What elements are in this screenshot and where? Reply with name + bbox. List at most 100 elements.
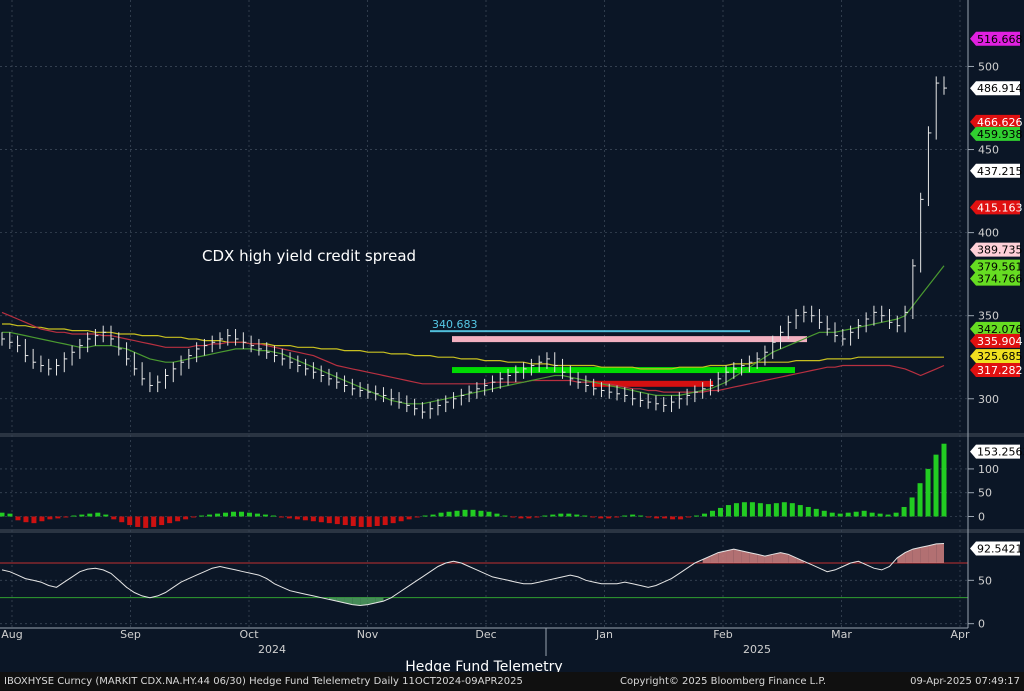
month-label: Mar — [831, 628, 852, 641]
histogram-bar — [414, 516, 420, 518]
overbought-fill — [897, 552, 906, 563]
histogram-bar — [638, 515, 644, 517]
histogram-bar — [646, 516, 652, 518]
histogram-bar — [246, 512, 252, 517]
y-tick-label: 0 — [978, 618, 985, 631]
histogram-bar — [558, 513, 564, 517]
overbought-fill — [757, 554, 765, 563]
histogram-bar — [294, 516, 300, 520]
oscillator-line — [1, 543, 945, 607]
overbought-fill — [772, 552, 781, 563]
histogram-value-tag-bg — [970, 444, 1020, 459]
histogram-bar — [662, 516, 668, 519]
overbought-fill — [936, 543, 944, 563]
histogram-bar — [39, 516, 45, 522]
histogram-bar — [526, 516, 532, 519]
histogram-bar — [430, 514, 436, 517]
price-value-tag: 325.685 — [977, 350, 1023, 363]
level-line — [592, 380, 713, 387]
histogram-bar — [390, 516, 396, 524]
histogram-bar — [71, 515, 77, 517]
price-value-tag-bg — [970, 271, 1020, 286]
overbought-fill — [710, 552, 719, 563]
histogram-bar — [350, 516, 356, 526]
histogram-bar — [733, 503, 739, 517]
year-label-2025: 2025 — [743, 643, 771, 656]
histogram-bar — [318, 516, 324, 523]
oversold-fill — [360, 597, 368, 606]
histogram-bar — [805, 506, 811, 517]
chart-title: CDX high yield credit spread — [202, 247, 416, 265]
price-value-tag: 374.766 — [977, 273, 1023, 286]
price-value-tag: 342.076 — [977, 323, 1023, 336]
histogram-bar — [398, 516, 404, 522]
histogram-bar — [717, 507, 723, 517]
y-tick-label: 500 — [978, 60, 999, 73]
histogram-bar — [470, 509, 476, 517]
histogram-bar — [231, 511, 237, 517]
histogram-bar — [310, 516, 316, 522]
histogram-bar — [709, 510, 715, 517]
histogram-bar — [55, 516, 61, 519]
histogram-bar — [510, 516, 516, 518]
y-tick-label: 400 — [978, 227, 999, 240]
histogram-bar — [374, 516, 380, 526]
histogram-bar — [534, 516, 540, 518]
histogram-bar — [654, 516, 660, 519]
histogram-bar — [63, 516, 69, 518]
histogram-bar — [909, 497, 915, 517]
histogram-bar — [606, 516, 612, 519]
overbought-fill — [780, 552, 789, 563]
price-value-tag: 459.938 — [977, 128, 1023, 141]
overbought-fill — [788, 554, 797, 563]
histogram-bar — [15, 516, 21, 521]
histogram-bar — [502, 515, 508, 517]
histogram-bar — [789, 503, 795, 517]
oscillator-value-tag-bg — [970, 541, 1020, 556]
histogram-bar — [478, 510, 484, 517]
price-value-tag-bg — [970, 363, 1020, 378]
footer-bar: IBOXHYSE Curncy (MARKIT CDX.NA.HY.44 06/… — [0, 672, 1024, 691]
histogram-bar — [893, 512, 899, 517]
y-tick-label: 300 — [978, 393, 999, 406]
histogram-bar — [773, 503, 779, 517]
rsi-panel — [0, 543, 968, 607]
year-label-2024: 2024 — [258, 643, 286, 656]
level-line — [452, 367, 795, 374]
histogram-bar — [486, 511, 492, 517]
footer-copyright: Copyright© 2025 Bloomberg Finance L.P. — [620, 676, 827, 687]
y-tick-label: 50 — [978, 487, 992, 500]
histogram-bar — [941, 443, 947, 517]
histogram-bar — [622, 515, 628, 517]
histogram-bar — [885, 514, 891, 517]
histogram-bar — [877, 513, 883, 517]
oversold-fill — [352, 597, 361, 606]
price-value-tag-bg — [970, 81, 1020, 96]
overbought-fill — [718, 550, 727, 563]
histogram-bar — [159, 516, 165, 526]
histogram-bar — [694, 515, 700, 517]
month-label: Oct — [239, 628, 259, 641]
overbought-fill — [741, 550, 750, 563]
price-value-tag-bg — [970, 126, 1020, 141]
histogram-bar — [933, 454, 939, 517]
price-value-tag: 437.215 — [977, 165, 1023, 178]
histogram-bar — [749, 502, 755, 517]
price-value-tag: 415.163 — [977, 201, 1023, 214]
histogram-bar — [462, 509, 468, 517]
histogram-bar — [238, 511, 244, 517]
histogram-bar — [781, 502, 787, 517]
price-value-tag: 389.735 — [977, 244, 1023, 257]
caption: Hedge Fund Telemetry — [405, 659, 562, 672]
level-label: 340.683 — [432, 318, 478, 331]
overbought-fill — [920, 545, 929, 563]
histogram-bar — [853, 511, 859, 517]
ma-red-line — [1, 311, 945, 393]
price-panel: 340.683 — [1, 76, 947, 419]
ma-yellow-line — [2, 323, 944, 370]
price-value-tag-bg — [970, 200, 1020, 215]
price-value-tag: 379.561 — [977, 261, 1023, 274]
histogram-bar — [725, 505, 731, 517]
momentum-histogram-panel — [0, 443, 947, 528]
footer-timestamp: 09-Apr-2025 07:49:17 — [910, 676, 1020, 687]
